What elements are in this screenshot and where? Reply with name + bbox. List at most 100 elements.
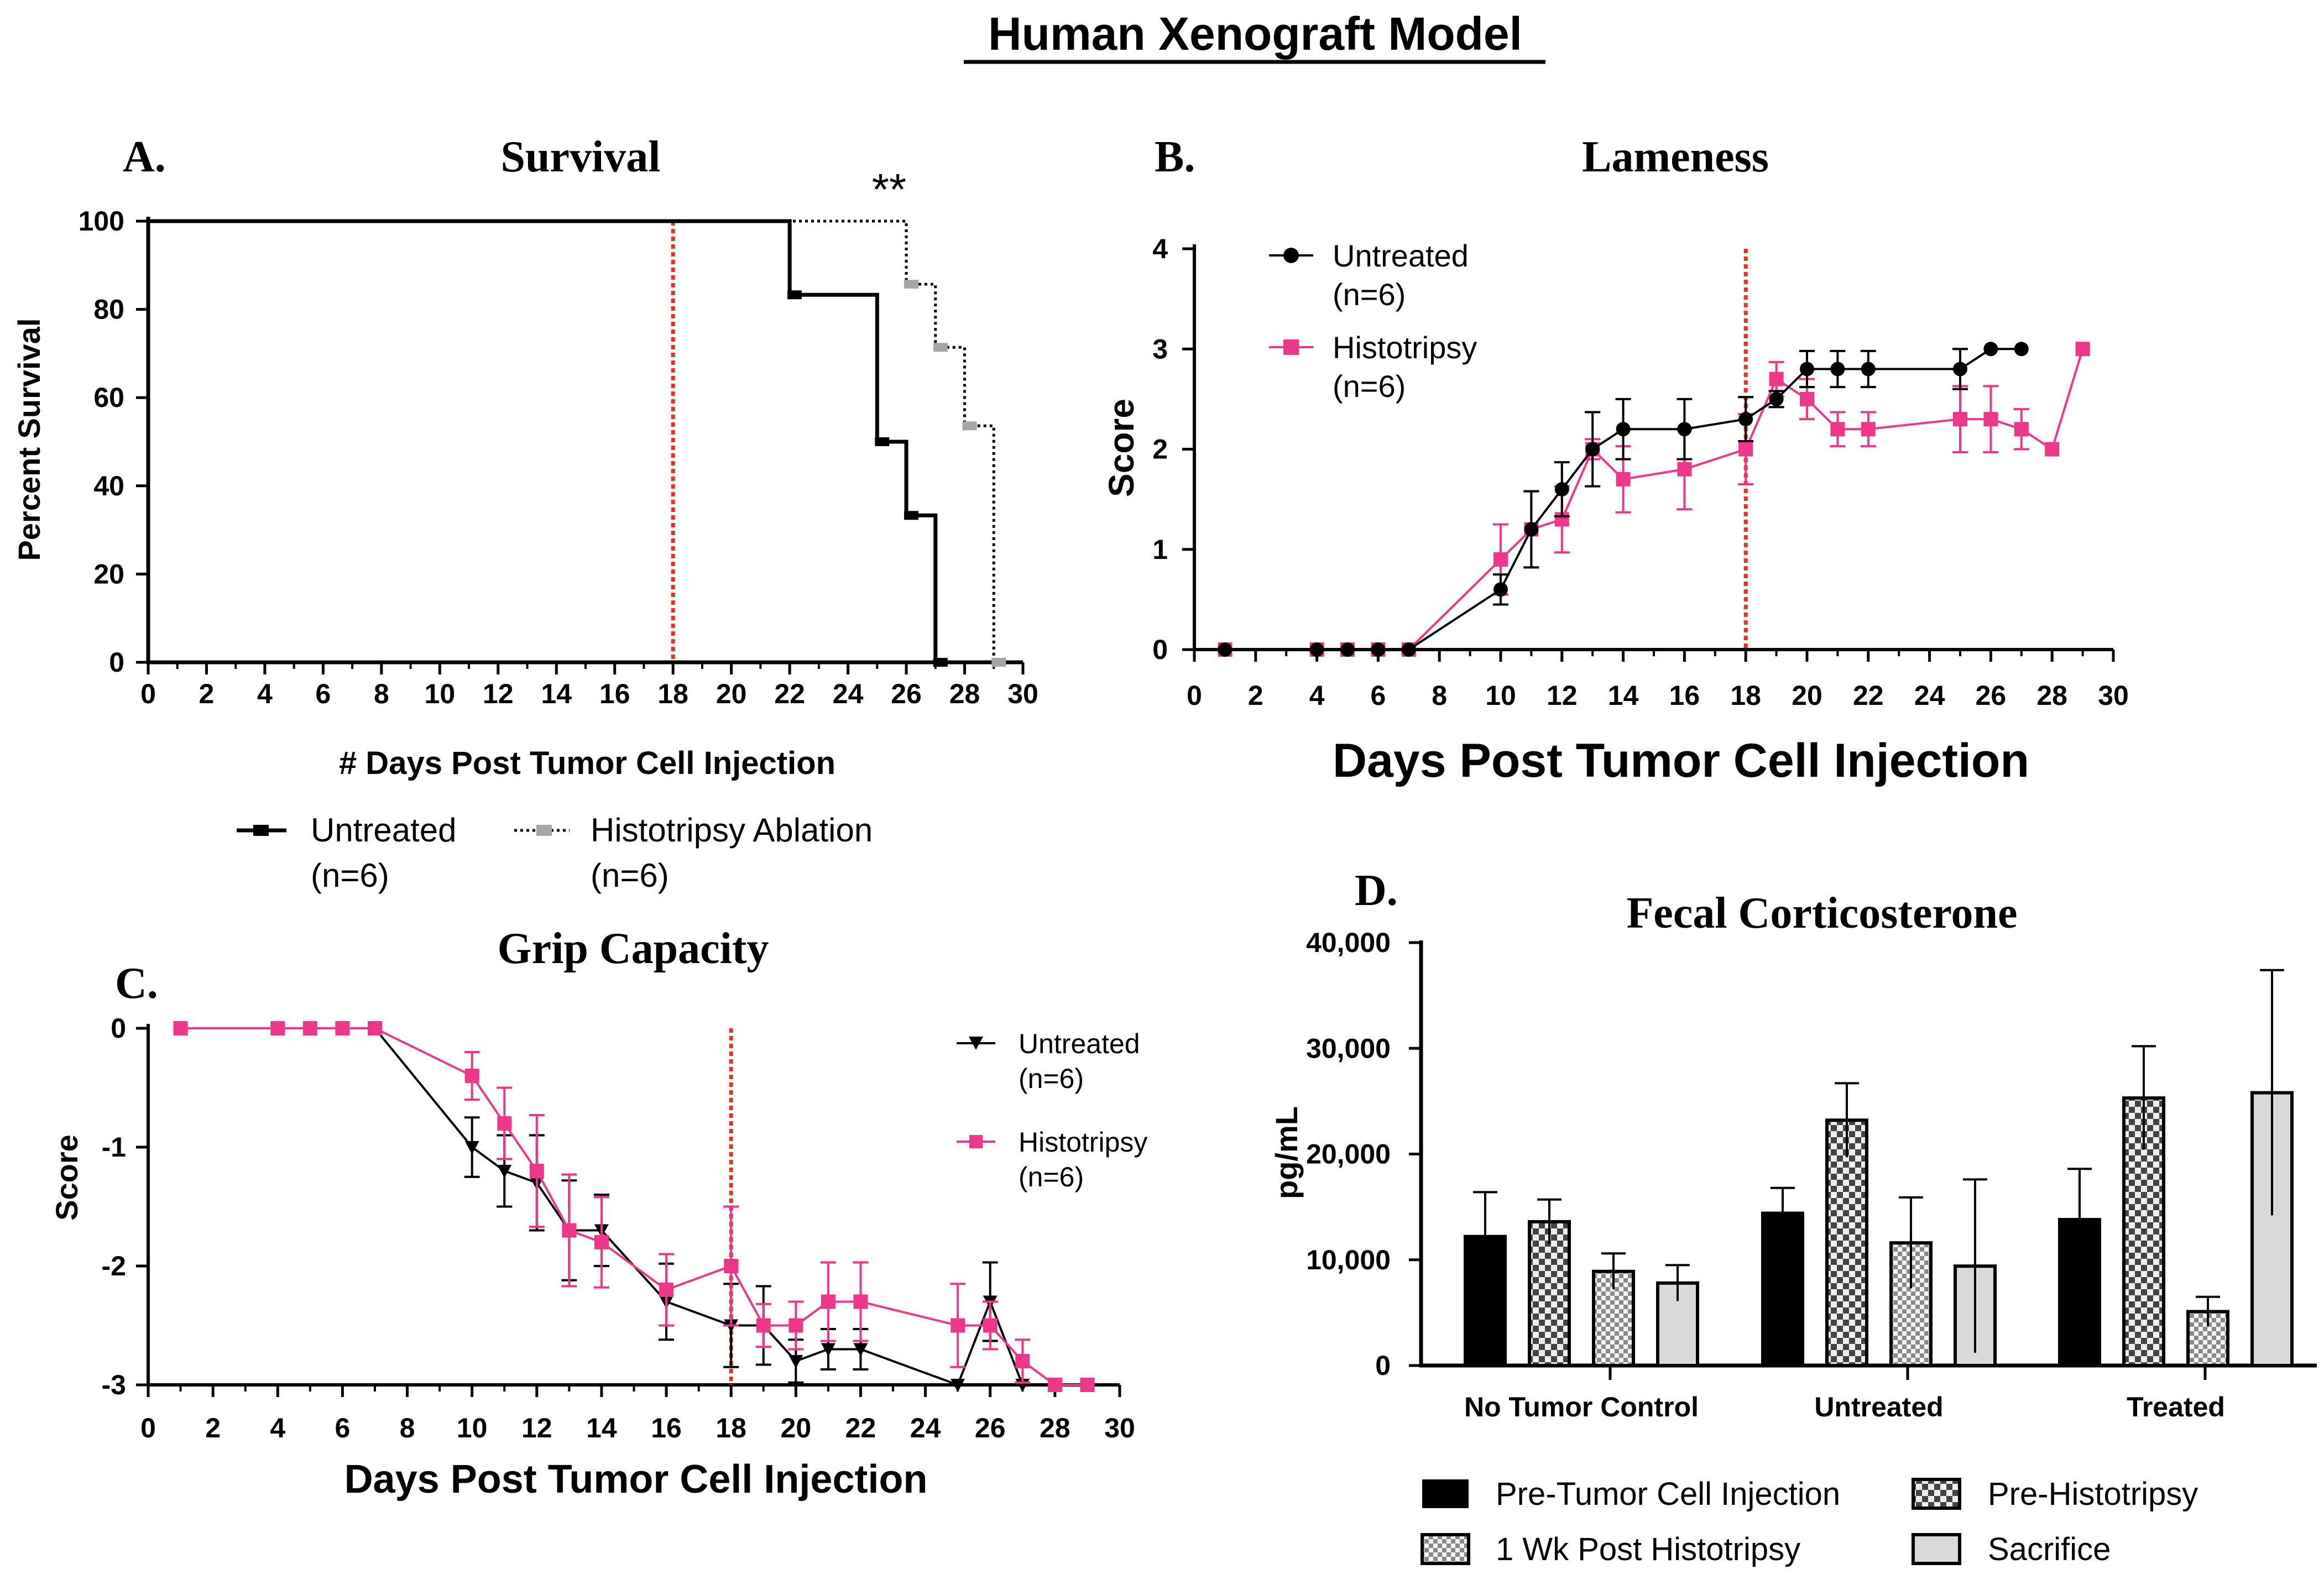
panel-C-x-tick-label: 18 xyxy=(716,1413,746,1443)
panel-B-y-tick-label: 0 xyxy=(1152,634,1168,665)
panel-b-lameness: B. Lameness Score Days Post Tumor Cell I… xyxy=(1101,133,2129,787)
panel-C-histotripsy-point xyxy=(659,1283,674,1297)
legend-d-pre-histotripsy-label: Pre-Histotripsy xyxy=(1988,1476,2198,1512)
panel-C-histotripsy-point xyxy=(529,1164,544,1178)
panel-B-untreated-point xyxy=(1554,482,1569,496)
panel-d-title: Fecal Corticosterone xyxy=(1626,889,2017,938)
survival-untreated-line xyxy=(148,219,938,662)
panel-c-label: C. xyxy=(115,959,158,1008)
panel-B-untreated-point xyxy=(1585,442,1600,457)
panel-A-x-tick-label: 14 xyxy=(541,678,572,709)
panel-D-category-label: Untreated xyxy=(1814,1392,1943,1422)
panel-C-histotripsy-point xyxy=(335,1021,350,1035)
panel-A-y-tick-label: 60 xyxy=(93,382,124,413)
panel-C-x-tick-label: 12 xyxy=(521,1413,552,1443)
panel-C-histotripsy-point xyxy=(1015,1354,1030,1368)
panel-b-label: B. xyxy=(1155,133,1195,181)
panel-B-x-tick-label: 20 xyxy=(1792,680,1822,711)
panel-a-label: A. xyxy=(123,133,166,181)
panel-C-y-tick-label: 0 xyxy=(111,1013,126,1044)
panel-C-histotripsy-point xyxy=(173,1021,188,1035)
panel-B-x-tick-label: 14 xyxy=(1608,680,1639,711)
legend-b-histotripsy-n: (n=6) xyxy=(1333,369,1406,404)
panel-A-x-tick-label: 20 xyxy=(716,678,747,709)
survival-untreated-censor-mark xyxy=(787,290,802,300)
panel-A-y-tick-label: 20 xyxy=(93,558,124,589)
legend-histotripsy-n: (n=6) xyxy=(591,857,669,894)
legend-histotripsy-swatch xyxy=(514,825,570,836)
panel-C-x-tick-label: 6 xyxy=(335,1413,350,1443)
panel-A-x-tick-label: 4 xyxy=(257,678,273,709)
panel-B-untreated-point xyxy=(1340,642,1355,657)
panel-a-xlabel: # Days Post Tumor Cell Injection xyxy=(339,745,835,781)
survival-histotripsy-censor-mark xyxy=(933,343,948,352)
legend-untreated-swatch xyxy=(237,825,286,836)
panel-b-xlabel: Days Post Tumor Cell Injection xyxy=(1333,734,2029,787)
panel-B-x-tick-label: 28 xyxy=(2036,680,2067,711)
legend-c-histotripsy-label: Histotripsy xyxy=(1019,1127,1147,1158)
panel-C-histotripsy-point xyxy=(983,1318,998,1333)
panel-B-x-tick-label: 8 xyxy=(1432,680,1447,711)
panel-C-histotripsy-point xyxy=(270,1021,285,1035)
legend-c-untreated-n: (n=6) xyxy=(1019,1063,1084,1094)
panel-D-y-tick-label: 40,000 xyxy=(1306,927,1391,958)
panel-A-y-tick-label: 0 xyxy=(109,647,124,678)
panel-A-x-tick-label: 8 xyxy=(374,678,389,709)
panel-C-histotripsy-point xyxy=(1047,1378,1062,1392)
panel-C-x-tick-label: 24 xyxy=(910,1413,941,1443)
panel-d-label: D. xyxy=(1355,866,1398,915)
panel-B-untreated-point xyxy=(1953,362,1967,376)
panel-A-x-tick-label: 0 xyxy=(140,678,156,709)
panel-d-corticosterone: D. Fecal Corticosterone pg/mL 0 10,000 20,… xyxy=(1269,866,2317,1567)
panel-C-x-tick-label: 14 xyxy=(586,1413,617,1443)
panel-B-x-tick-label: 0 xyxy=(1187,680,1202,711)
panel-C-x-tick-label: 20 xyxy=(781,1413,812,1443)
panel-B-histotripsy-point xyxy=(1800,391,1814,406)
panel-D-category-label: Treated xyxy=(2127,1392,2225,1422)
panel-C-untreated-point xyxy=(853,1343,868,1357)
panel-C-x-tick-label: 16 xyxy=(651,1413,682,1443)
legend-d-pre-tumor-label: Pre-Tumor Cell Injection xyxy=(1496,1476,1840,1512)
panel-A-x-tick-label: 6 xyxy=(315,678,331,709)
panel-D-y-tick-label: 10,000 xyxy=(1306,1244,1391,1275)
panel-C-histotripsy-point xyxy=(497,1116,512,1131)
panel-B-y-tick-label: 3 xyxy=(1152,333,1168,364)
panel-C-histotripsy-point xyxy=(788,1318,803,1333)
panel-A-x-tick-label: 30 xyxy=(1007,678,1038,709)
legend-b-histotripsy-label: Histotripsy xyxy=(1333,330,1477,365)
panel-B-histotripsy-point xyxy=(2075,342,2090,357)
panel-B-x-tick-label: 16 xyxy=(1669,680,1700,711)
panel-B-histotripsy-point xyxy=(1616,472,1631,487)
panel-D-y-tick-label: 20,000 xyxy=(1306,1139,1391,1170)
panel-D-y-tick-label: 30,000 xyxy=(1306,1033,1391,1064)
panel-b-title: Lameness xyxy=(1582,133,1769,181)
panel-B-histotripsy-point xyxy=(1861,422,1876,437)
panel-A-x-tick-label: 22 xyxy=(774,678,805,709)
panel-B-histotripsy-point xyxy=(2045,442,2060,457)
panel-B-x-tick-label: 26 xyxy=(1976,680,2007,711)
panel-D-category-label: No Tumor Control xyxy=(1464,1392,1699,1422)
panel-B-histotripsy-point xyxy=(1830,422,1845,437)
panel-B-untreated-point xyxy=(1769,391,1784,406)
panel-b-ylabel: Score xyxy=(1101,399,1141,497)
panel-C-y-tick-label: -2 xyxy=(102,1251,126,1281)
panel-a-significance: ** xyxy=(872,165,906,214)
panel-B-y-tick-label: 2 xyxy=(1152,434,1168,465)
panel-A-y-tick-label: 80 xyxy=(93,294,124,325)
panel-B-x-tick-label: 4 xyxy=(1309,680,1325,711)
panel-C-x-tick-label: 26 xyxy=(975,1413,1006,1443)
panel-B-untreated-point xyxy=(1309,642,1324,657)
panel-B-x-tick-label: 30 xyxy=(2098,680,2129,711)
legend-b-histotripsy-swatch xyxy=(1269,339,1313,355)
panel-B-untreated-point xyxy=(1983,342,1998,357)
panel-C-histotripsy-point xyxy=(302,1021,317,1035)
panel-C-x-tick-label: 2 xyxy=(205,1413,221,1443)
panel-B-untreated-point xyxy=(1800,362,1814,376)
legend-untreated-n: (n=6) xyxy=(311,857,389,894)
panel-C-x-tick-label: 4 xyxy=(270,1413,285,1443)
legend-c-histotripsy-swatch xyxy=(957,1135,995,1148)
panel-C-histotripsy-point xyxy=(724,1259,739,1273)
panel-B-histotripsy-point xyxy=(1738,442,1753,457)
panel-c-title: Grip Capacity xyxy=(497,924,769,973)
